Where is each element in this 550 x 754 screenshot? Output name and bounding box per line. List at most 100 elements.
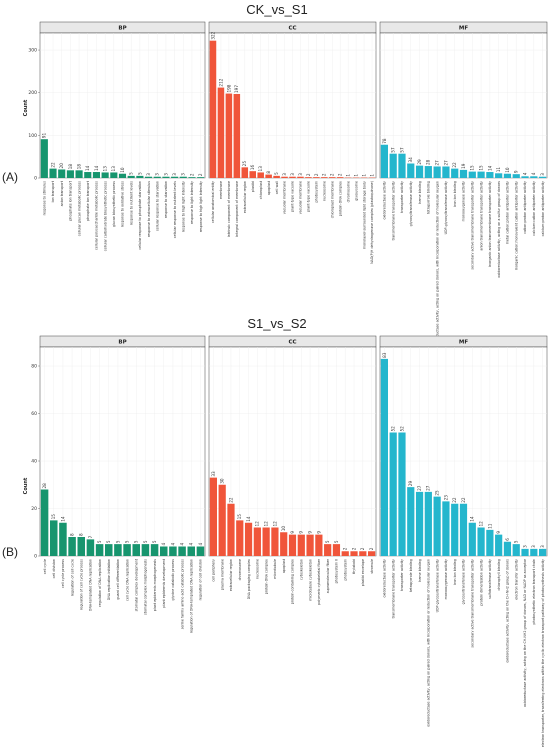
bar-value-label: 7 <box>88 535 93 538</box>
bar <box>150 544 159 556</box>
bar-value-label: 4 <box>531 172 536 175</box>
bar-value-label: 9 <box>496 531 501 534</box>
category-tick-label: response to high light intensity <box>199 181 203 232</box>
category-tick-label: glucan biosynthetic process <box>112 181 116 227</box>
bar <box>218 484 226 556</box>
category-tick-label: glycosyltransferase activity <box>409 181 413 226</box>
bar-value-label: 14 <box>246 516 251 522</box>
category-tick-label: tetrapyrrole binding <box>409 559 413 592</box>
bar <box>329 177 336 178</box>
bar-value-label: 5 <box>97 540 102 543</box>
bar <box>332 544 341 556</box>
y-tick-label: 60 <box>31 411 37 417</box>
bar-value-label: 25 <box>435 490 440 496</box>
category-tick-label: cellular polysaccharide metabolic proces… <box>95 181 99 250</box>
bar <box>281 176 288 178</box>
category-tick-label: iron ion binding <box>453 181 457 207</box>
category-tick-label: transmembrane transporter activity <box>391 181 395 240</box>
category-tick-label: inorganic anion transmembrane transporte… <box>488 181 492 267</box>
bar <box>477 171 485 178</box>
category-tick-label: regulation of DNA replication <box>98 559 102 607</box>
bar <box>380 358 388 556</box>
bar-value-label: 28 <box>42 483 47 489</box>
bar-value-label: 23 <box>443 495 448 501</box>
bar <box>539 548 547 556</box>
bar-value-label: 198 <box>226 84 231 92</box>
bar-value-label: 2 <box>351 547 356 550</box>
bar-value-label: 33 <box>211 471 216 477</box>
bar-value-label: 13 <box>258 166 263 172</box>
bar <box>459 503 468 556</box>
chart-a-ylabel: Count <box>23 99 29 116</box>
bar-value-label: 9 <box>290 531 295 534</box>
bar <box>530 176 538 178</box>
category-tick-label: oxidoreductase activity <box>383 559 387 598</box>
bar-value-label: 15 <box>470 165 475 171</box>
category-tick-label: response to light intensity <box>190 181 194 224</box>
bar <box>341 551 349 556</box>
bar <box>110 172 118 178</box>
bar-value-label: 14 <box>470 516 475 522</box>
bar-value-label: 3 <box>172 173 177 176</box>
bar-value-label: 10 <box>505 167 510 173</box>
bar <box>241 167 249 178</box>
bar-value-label: 197 <box>234 85 239 93</box>
bar-value-label: 12 <box>264 521 269 527</box>
category-tick-label: iron ion binding <box>453 559 457 585</box>
facet-label: MF <box>459 26 468 32</box>
bar-value-label: 3 <box>540 545 545 548</box>
bar-value-label: 34 <box>408 157 413 163</box>
bar-value-label: 9 <box>316 531 321 534</box>
category-tick-label: intrinsic component of membrane <box>227 181 231 237</box>
bar-value-label: 2 <box>322 173 327 176</box>
bar <box>58 169 66 178</box>
category-tick-label: stromule <box>370 559 374 574</box>
chart-b-ylabel: Count <box>23 477 29 494</box>
category-tick-label: cytoskeleton <box>299 559 303 580</box>
bar-value-label: 78 <box>382 138 387 144</box>
category-tick-label: metal cation:proton antiporter activity <box>506 181 510 244</box>
bar <box>101 172 109 178</box>
bar <box>306 534 314 556</box>
bar-value-label: 8 <box>69 533 74 536</box>
category-tick-label: secondary active transmembrane transport… <box>470 181 474 270</box>
bar <box>196 546 205 556</box>
bar <box>486 172 494 178</box>
bar <box>398 432 406 556</box>
category-tick-label: oxidoreductase activity, acting on the C… <box>506 559 510 663</box>
category-tick-label: glycosyltransferase activity <box>462 559 466 604</box>
bar-value-label: 2 <box>369 547 374 550</box>
bar <box>280 532 288 556</box>
bar-value-label: 22 <box>452 497 457 503</box>
category-tick-label: cellular carbohydrate biosynthetic proce… <box>103 181 107 251</box>
category-tick-label: vacuolar membrane <box>283 181 287 214</box>
bar-value-label: 2 <box>338 173 343 176</box>
category-tick-label: apoplast <box>267 180 271 195</box>
bar-value-label: 10 <box>120 167 125 173</box>
category-tick-label: photosystem II <box>335 559 339 583</box>
bar <box>75 170 83 178</box>
category-tick-label: UDP-glycosyltransferase activity <box>444 181 448 234</box>
bar <box>118 173 127 178</box>
bar <box>468 522 476 556</box>
bar <box>359 551 367 556</box>
bar-value-label: 14 <box>85 165 90 171</box>
bar-value-label: 52 <box>391 426 396 432</box>
bar <box>262 527 270 556</box>
bar-value-label: 12 <box>478 521 483 527</box>
bar-value-label: 57 <box>391 147 396 153</box>
bar-value-label: 11 <box>496 167 501 173</box>
bar <box>521 176 529 178</box>
category-tick-label: response to extracellular stimulus <box>147 181 151 237</box>
category-tick-label: glycine catabolic process <box>171 559 175 601</box>
bar <box>407 487 415 556</box>
bar-value-label: 27 <box>443 160 448 166</box>
bar-value-label: 8 <box>266 171 271 174</box>
bar <box>271 527 279 556</box>
bar-value-label: 15 <box>51 514 56 520</box>
category-tick-label: calcium:cation antiporter activity <box>532 181 536 236</box>
category-tick-label: monolayer-surrounded lipid storage body <box>362 181 366 249</box>
bar-value-label: 14 <box>487 165 492 171</box>
bar <box>257 172 264 178</box>
